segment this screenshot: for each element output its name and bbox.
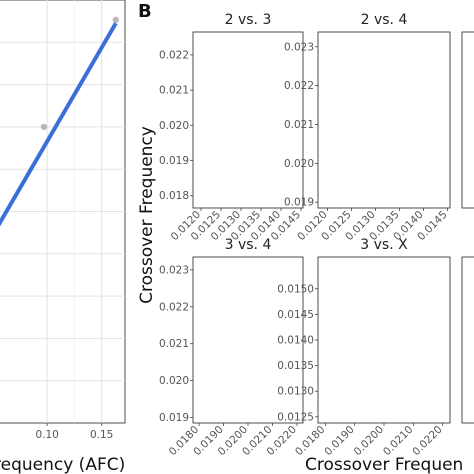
y-tick-label: 0.0135: [277, 360, 314, 372]
y-tick-label: 0.019: [159, 155, 189, 167]
cropped-panel-edge-top: [461, 31, 474, 209]
x-tick-label: 0.0220: [410, 424, 444, 458]
facet-title: 3 vs. X: [360, 237, 408, 253]
y-tick-label: 0.0140: [277, 335, 314, 347]
y-tick-label: 0.019: [159, 412, 189, 424]
facet-border: [317, 31, 451, 209]
facet-title: 2 vs. 3: [225, 12, 272, 28]
y-tick-label: 0.021: [284, 119, 314, 131]
y-tick-label: 0.022: [159, 49, 189, 61]
y-tick-label: 0.020: [159, 375, 189, 387]
panel-a-data-point: [112, 16, 120, 24]
y-tick-label: 0.0150: [277, 283, 314, 295]
y-tick-label: 0.021: [159, 338, 189, 350]
y-tick-label: 0.022: [284, 80, 314, 92]
panel-a-data-point: [40, 123, 48, 131]
panel-b-letter: B: [138, 1, 152, 22]
y-tick-label: 0.019: [284, 197, 314, 209]
y-tick-label: 0.023: [159, 264, 189, 276]
y-tick-label: 0.021: [159, 85, 189, 97]
panel-a-x-axis-label: requency (AFC): [0, 455, 125, 474]
cropped-panel-edge-bottom: [461, 256, 474, 424]
facet-border: [192, 256, 304, 424]
y-tick-label: 0.0125: [277, 411, 314, 423]
y-tick-label: 0.023: [284, 41, 314, 53]
y-tick-label: 0.022: [159, 301, 189, 313]
facet-3: 3 vs. 40.0190.0200.0210.0220.0230.01800.…: [159, 237, 304, 458]
y-tick-label: 0.020: [159, 120, 189, 132]
x-axis-label: Crossover Frequen: [305, 455, 463, 474]
x-tick-label: 0.0190: [322, 424, 356, 458]
facet-title: 2 vs. 4: [361, 12, 408, 28]
y-tick-label: 0.018: [159, 190, 189, 202]
y-tick-label: 0.0130: [277, 386, 314, 398]
x-tick-label: 0.0180: [293, 424, 327, 458]
facet-1: 2 vs. 30.0180.0190.0200.0210.0220.01200.…: [159, 12, 304, 243]
panel-a: 0.10 0.15: [0, 0, 126, 441]
facet-title: 3 vs. 4: [225, 237, 272, 253]
panel-a-regression-line: [0, 22, 118, 227]
facet-border: [317, 256, 451, 424]
facet-panels: 2 vs. 30.0180.0190.0200.0210.0220.01200.…: [159, 12, 451, 458]
y-axis-label: Crossover Frequency: [137, 126, 157, 304]
panel-a-x-tick-label: 0.10: [35, 429, 58, 441]
panel-a-x-tick-label: 0.15: [90, 429, 113, 441]
x-tick-label: 0.0210: [381, 424, 415, 458]
y-tick-label: 0.0145: [277, 309, 314, 321]
y-tick-label: 0.020: [284, 158, 314, 170]
facet-border: [192, 31, 304, 209]
facet-2: 2 vs. 40.0190.0200.0210.0220.0230.01200.…: [284, 12, 451, 243]
x-tick-label: 0.0200: [352, 424, 386, 458]
